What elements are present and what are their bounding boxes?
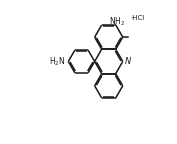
Text: ·HCl: ·HCl	[130, 15, 144, 21]
Text: N: N	[125, 57, 131, 66]
Text: NH$_2$: NH$_2$	[109, 16, 125, 28]
Text: H$_2$N: H$_2$N	[49, 55, 65, 68]
